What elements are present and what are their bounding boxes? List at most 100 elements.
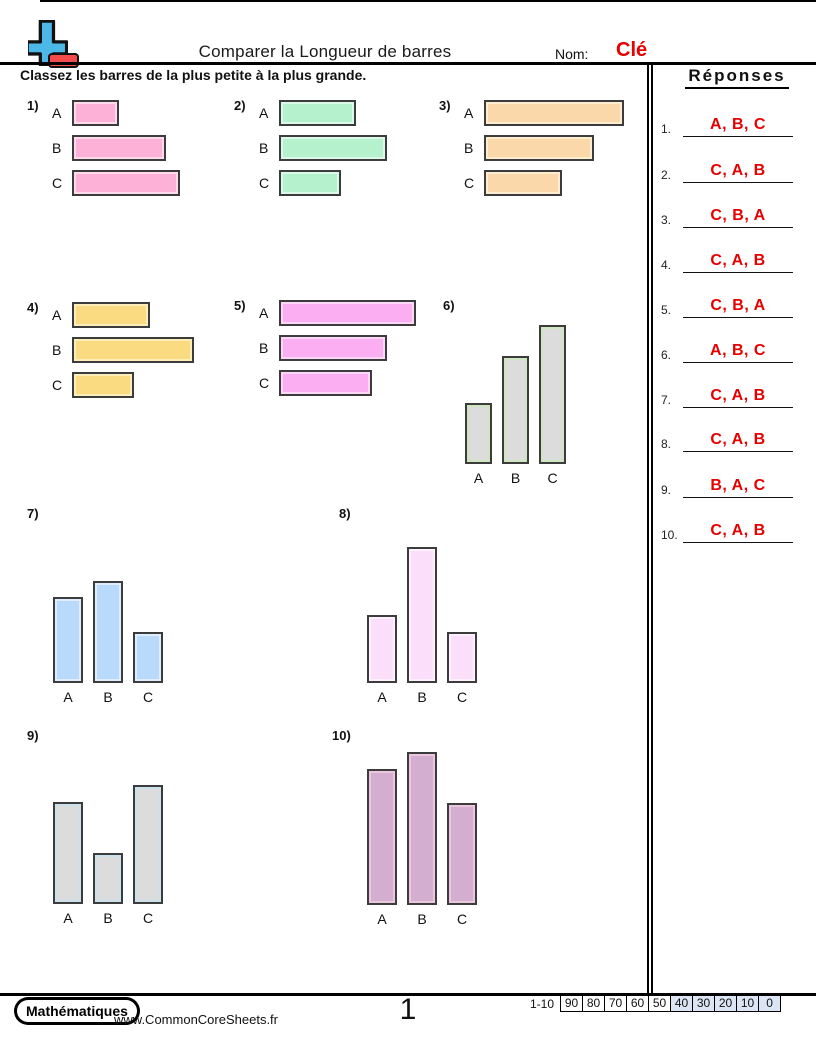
grade-cell: 20 [714, 995, 738, 1012]
problem-number: 9) [27, 728, 39, 743]
answer-key-name: Clé [616, 39, 648, 61]
bar-row: C [52, 170, 180, 196]
bar-label: A [63, 910, 73, 926]
bar-label: A [464, 105, 474, 121]
bar-label: A [259, 305, 269, 321]
bar-p8-b [407, 547, 437, 683]
answer-number: 10. [661, 528, 678, 542]
bar-label: A [377, 689, 387, 705]
bar-label: A [259, 105, 269, 121]
bar-label: C [259, 375, 270, 391]
bar-label: B [52, 342, 62, 358]
answer-number: 1. [661, 122, 672, 136]
answer-row: 5. C, B, A [658, 292, 816, 318]
bar-p7-a [53, 597, 83, 683]
bar-p4-b [72, 337, 194, 363]
bar-labels: A B C [367, 689, 477, 705]
answer-row: 7. C, A, B [658, 382, 816, 408]
answers-column: Réponses 1. A, B, C 2. C, A, B 3. C, B, A 4. C,… [658, 0, 816, 994]
bar-p4-c [72, 372, 134, 398]
bar-labels: A B C [367, 911, 477, 927]
answer-blank-line [683, 272, 793, 273]
bar-row: B [464, 135, 624, 161]
bar-label: B [464, 140, 474, 156]
bar-p9-a [53, 802, 83, 904]
bar-labels: A B C [465, 470, 566, 486]
bar-label: B [259, 340, 269, 356]
bar-rows: A B C [259, 100, 387, 205]
answer-blank-line [683, 451, 793, 452]
problem-number: 1) [27, 98, 39, 113]
bar-p7-c [133, 632, 163, 683]
bar-row: B [259, 335, 416, 361]
bar-columns [367, 752, 477, 905]
bar-label: C [464, 175, 475, 191]
header-rule [0, 62, 816, 65]
website-url: www.CommonCoreSheets.fr [114, 1012, 278, 1027]
answer-row: 2. C, A, B [658, 157, 816, 183]
bar-p6-b [502, 356, 529, 464]
bar-rows: A B C [259, 300, 416, 405]
answer-value: C, A, B [710, 387, 766, 404]
footer-rule [0, 993, 816, 996]
bar-label: B [103, 910, 113, 926]
grade-cell: 40 [670, 995, 694, 1012]
bar-p5-b [279, 335, 387, 361]
answer-blank-line [683, 136, 793, 137]
grade-cell: 10 [736, 995, 760, 1012]
bar-row: A [464, 100, 624, 126]
answer-row: 8. C, A, B [658, 426, 816, 452]
answer-value: C, A, B [710, 522, 766, 539]
answer-value: C, B, A [710, 207, 766, 224]
answer-number: 3. [661, 213, 672, 227]
answer-value: C, A, B [710, 431, 766, 448]
name-label: Nom: [555, 46, 589, 62]
problem-number: 6) [443, 298, 455, 313]
answer-number: 4. [661, 258, 672, 272]
grading-scale: 1-10 90 80 70 60 50 40 30 20 10 0 [530, 995, 782, 1012]
bar-label: C [456, 689, 468, 705]
problem-number: 10) [332, 728, 351, 743]
answer-value: C, A, B [710, 162, 766, 179]
bar-p10-b [407, 752, 437, 905]
bar-row: C [259, 170, 387, 196]
bar-label: B [417, 689, 427, 705]
bar-label: C [456, 911, 468, 927]
bar-p1-a [72, 100, 119, 126]
bar-label: A [52, 307, 62, 323]
bar-row: A [52, 100, 180, 126]
problem-number: 2) [234, 98, 246, 113]
answer-number: 8. [661, 437, 672, 451]
bar-row: B [52, 135, 180, 161]
bar-label: B [259, 140, 269, 156]
bar-row: C [259, 370, 416, 396]
grade-cell: 90 [560, 995, 584, 1012]
bar-row: B [52, 337, 194, 363]
answer-blank-line [683, 182, 793, 183]
bar-label: A [52, 105, 62, 121]
bar-labels: A B C [53, 910, 163, 926]
bar-label: A [377, 911, 387, 927]
bar-p7-b [93, 581, 123, 683]
answer-row: 9. B, A, C [658, 472, 816, 498]
grade-cell: 80 [582, 995, 606, 1012]
grade-cell: 60 [626, 995, 650, 1012]
bar-label: A [63, 689, 73, 705]
bar-p2-c [279, 170, 341, 196]
answer-value: A, B, C [710, 116, 766, 133]
subject-badge-label: Mathématiques [17, 1000, 137, 1022]
bar-p10-a [367, 769, 397, 905]
bar-p3-a [484, 100, 624, 126]
bar-labels: A B C [53, 689, 163, 705]
answer-blank-line [683, 407, 793, 408]
bar-p9-b [93, 853, 123, 904]
answer-row: 6. A, B, C [658, 337, 816, 363]
bar-p5-a [279, 300, 416, 326]
bar-columns [53, 785, 163, 904]
answer-blank-line [683, 227, 793, 228]
bar-label: B [510, 470, 521, 486]
grade-cell: 30 [692, 995, 716, 1012]
bar-label: B [103, 689, 113, 705]
answer-row: 1. A, B, C [658, 111, 816, 137]
answer-number: 6. [661, 348, 672, 362]
